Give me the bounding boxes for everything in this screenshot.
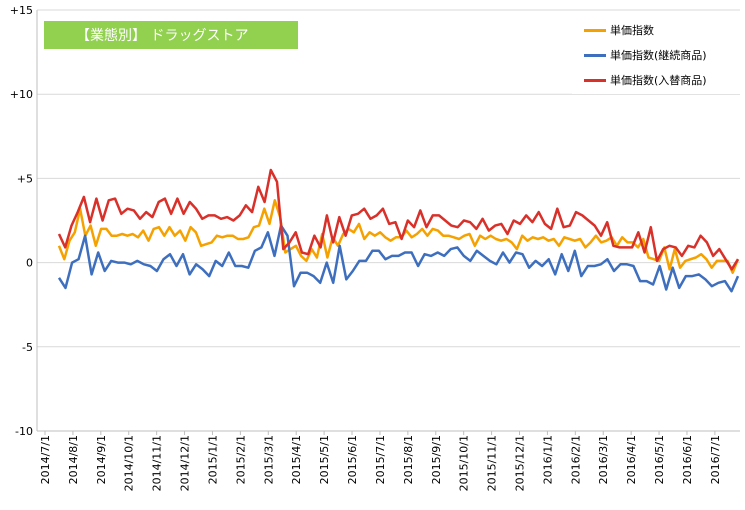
x-tick-label: 2015/10/1 [458,435,471,491]
x-axis: 2014/7/1 2014/8/1 2014/9/1 2014/10/1 2014/11… [37,430,740,491]
y-tick-label: +10 [10,88,33,101]
x-tick-label: 2015/2/1 [234,435,247,484]
legend-label-unit-price: 単価指数 [610,24,654,37]
x-tick-label: 2015/12/1 [513,435,526,491]
x-tick-label: 2014/12/1 [179,435,192,491]
x-tick-label: 2015/5/1 [318,435,331,484]
y-tick-label: -10 [15,425,33,438]
x-tick-label: 2015/8/1 [402,435,415,484]
x-tick-label: 2014/8/1 [67,435,80,484]
y-tick-label: +15 [10,4,33,17]
y-tick-label: -5 [22,341,33,354]
legend: 単価指数 単価指数(継続商品) 単価指数(入替商品) [572,14,744,94]
x-tick-label: 2014/9/1 [95,435,108,484]
series-line-1 [57,224,740,293]
legend-item-replacement: 単価指数(入替商品) [584,72,707,88]
x-tick-label: 2015/4/1 [290,435,303,484]
x-tick-label: 2015/9/1 [430,435,443,484]
legend-label-continuing: 単価指数(継続商品) [610,49,707,62]
y-axis: +15 +10 +5 0 -5 -10 [10,4,38,438]
x-tick-label: 2016/7/1 [709,435,722,484]
legend-item-continuing: 単価指数(継続商品) [584,47,707,63]
series-line-0 [57,199,740,274]
legend-swatch-continuing [584,53,606,57]
x-tick-label: 2016/3/1 [597,435,610,484]
x-tick-label: 2015/7/1 [374,435,387,484]
x-tick-label: 2016/4/1 [625,435,638,484]
x-tick-label: 2015/1/1 [206,435,219,484]
legend-swatch-unit-price [584,28,606,32]
y-tick-label: +5 [17,172,33,185]
legend-swatch-replacement [584,78,606,82]
x-tick-label: 2016/2/1 [569,435,582,484]
y-tick-label: 0 [26,257,33,270]
x-tick-label: 2016/6/1 [681,435,694,484]
x-tick-label: 2014/10/1 [123,435,136,491]
x-tick-label: 2014/7/1 [39,435,52,484]
series-lines [57,168,740,293]
x-tick-label: 2015/11/1 [486,435,499,491]
legend-label-replacement: 単価指数(入替商品) [610,74,707,87]
x-tick-label: 2015/6/1 [346,435,359,484]
x-tick-label: 2016/5/1 [653,435,666,484]
x-tick-label: 2015/3/1 [262,435,275,484]
series-line-2 [57,168,740,271]
x-tick-label: 2014/11/1 [151,435,164,491]
x-tick-label: 2016/1/1 [541,435,554,484]
chart-title: 【業態別】 ドラッグストア [44,21,298,49]
legend-item-unit-price: 単価指数 [584,22,654,38]
